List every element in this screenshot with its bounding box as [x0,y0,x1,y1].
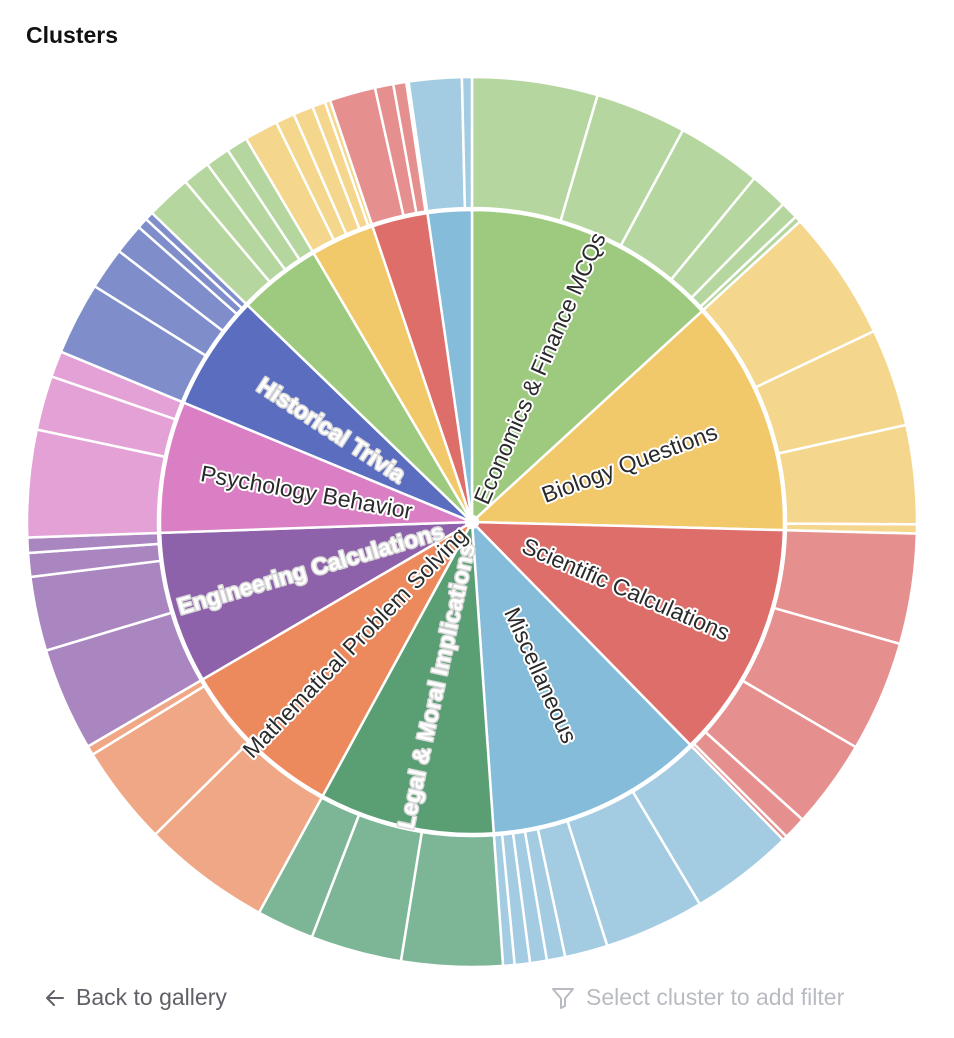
cluster-arc[interactable] [158,400,469,535]
arrow-left-icon [46,989,64,1006]
filter-hint-text: Select cluster to add filter [586,984,845,1010]
back-to-gallery-link[interactable]: Back to gallery [44,984,227,1011]
cluster-arc[interactable] [426,208,474,518]
cluster-arc[interactable] [474,309,786,532]
cluster-arc[interactable] [158,520,469,682]
cluster-arc[interactable] [471,524,693,835]
cluster-arc[interactable] [470,208,704,520]
funnel-icon [552,987,574,1009]
cluster-arc[interactable] [200,523,471,798]
cluster-arc[interactable] [474,520,786,747]
cluster-arc[interactable] [320,525,496,836]
filter-hint: Select cluster to add filter [550,984,844,1011]
sunburst-arcs [25,75,919,969]
page-title: Clusters [26,22,119,48]
back-label: Back to gallery [76,984,227,1010]
subcluster-arc[interactable] [460,75,474,210]
